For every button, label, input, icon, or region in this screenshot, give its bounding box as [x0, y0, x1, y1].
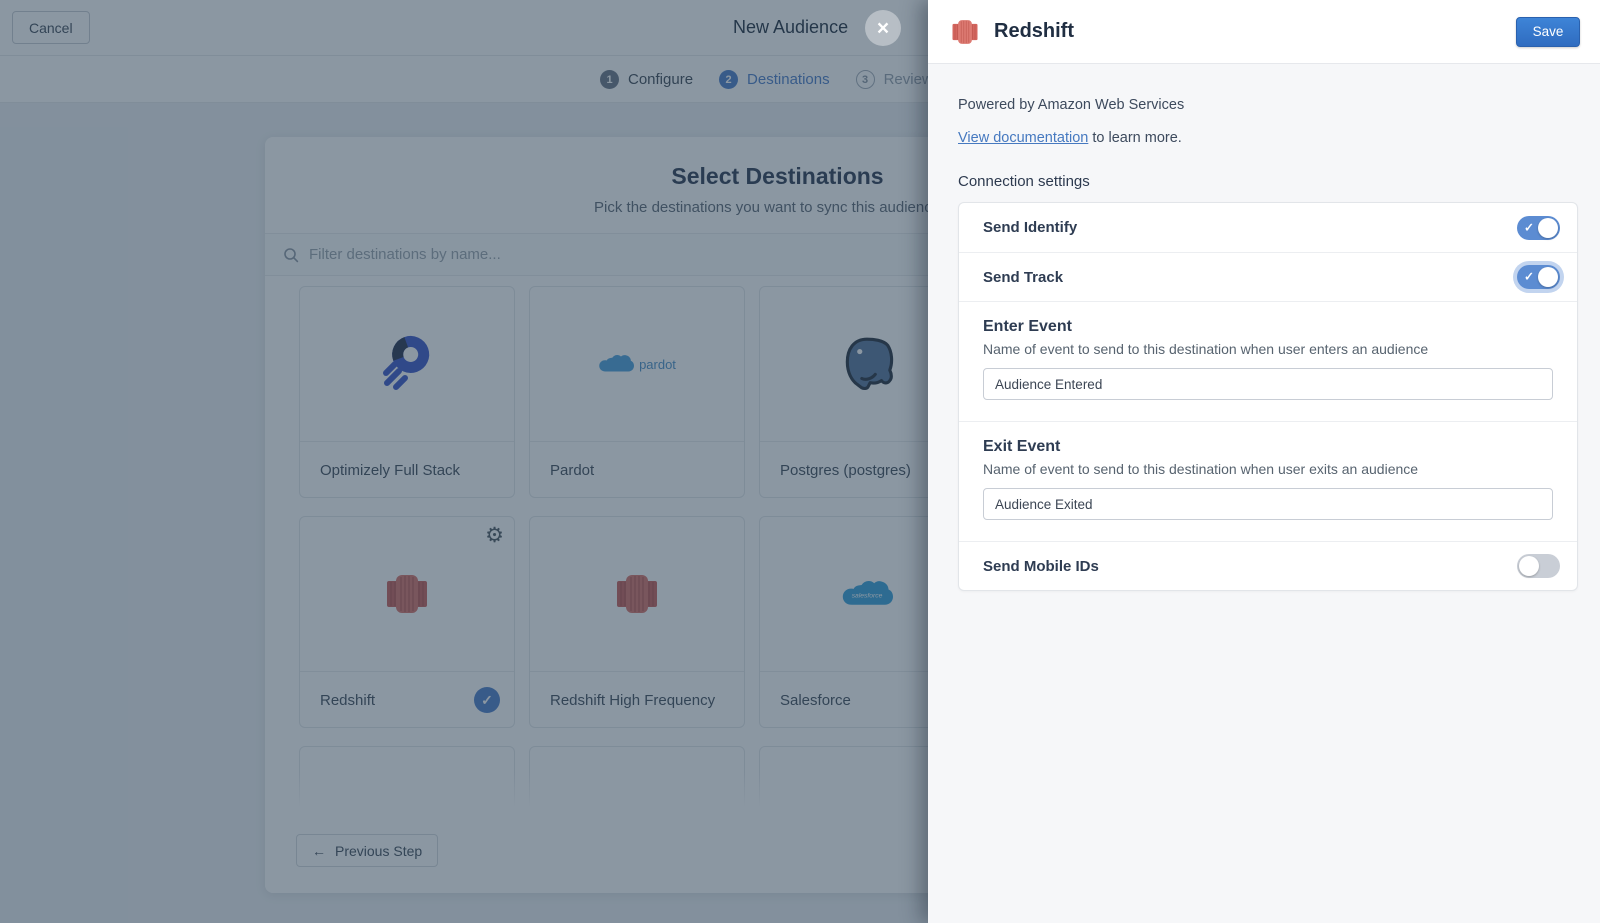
panel-body: Powered by Amazon Web Services View docu…: [928, 97, 1600, 591]
exit-event-label: Exit Event: [983, 438, 1061, 455]
send-identify-row: Send Identify ✓: [959, 203, 1577, 252]
check-icon: ✓: [1524, 220, 1535, 235]
send-track-label: Send Track: [983, 268, 1064, 286]
send-mobile-ids-label: Send Mobile IDs: [983, 557, 1099, 575]
powered-by-text: Powered by Amazon Web Services: [958, 97, 1185, 113]
documentation-line: View documentation to learn more.: [958, 130, 1578, 146]
redshift-logo-icon: [952, 19, 978, 44]
toggle-knob: [1538, 217, 1558, 238]
panel-title: Redshift: [994, 20, 1074, 42]
check-icon: ✓: [1524, 269, 1535, 284]
enter-event-input[interactable]: [983, 368, 1553, 400]
enter-event-block: Enter Event Name of event to send to thi…: [959, 301, 1577, 421]
send-identify-label: Send Identify: [983, 219, 1078, 236]
view-documentation-link[interactable]: View documentation: [958, 130, 1089, 146]
redshift-settings-panel: Redshift Save Powered by Amazon Web Serv…: [928, 0, 1600, 923]
send-mobile-ids-toggle[interactable]: [1517, 554, 1560, 578]
toggle-knob: [1538, 267, 1558, 287]
enter-event-label: Enter Event: [983, 318, 1072, 335]
toggle-knob: [1519, 556, 1539, 576]
send-identify-toggle[interactable]: ✓: [1517, 215, 1560, 240]
close-button[interactable]: ×: [865, 10, 901, 46]
exit-event-block: Exit Event Name of event to send to this…: [959, 421, 1577, 541]
connection-settings-card: Send Identify ✓ Send Track ✓ Enter Event…: [958, 202, 1578, 591]
close-icon: ×: [876, 16, 890, 40]
save-button[interactable]: Save: [1516, 16, 1580, 47]
send-track-row: Send Track ✓: [959, 252, 1577, 301]
connection-settings-heading: Connection settings: [958, 173, 1090, 190]
doc-suffix-text: to learn more.: [1088, 130, 1182, 146]
enter-event-description: Name of event to send to this destinatio…: [983, 341, 1429, 357]
panel-header: Redshift Save: [928, 0, 1600, 64]
send-mobile-ids-row: Send Mobile IDs: [959, 541, 1577, 590]
exit-event-input[interactable]: [983, 488, 1553, 520]
send-track-toggle[interactable]: ✓: [1517, 265, 1560, 289]
exit-event-description: Name of event to send to this destinatio…: [983, 461, 1419, 477]
